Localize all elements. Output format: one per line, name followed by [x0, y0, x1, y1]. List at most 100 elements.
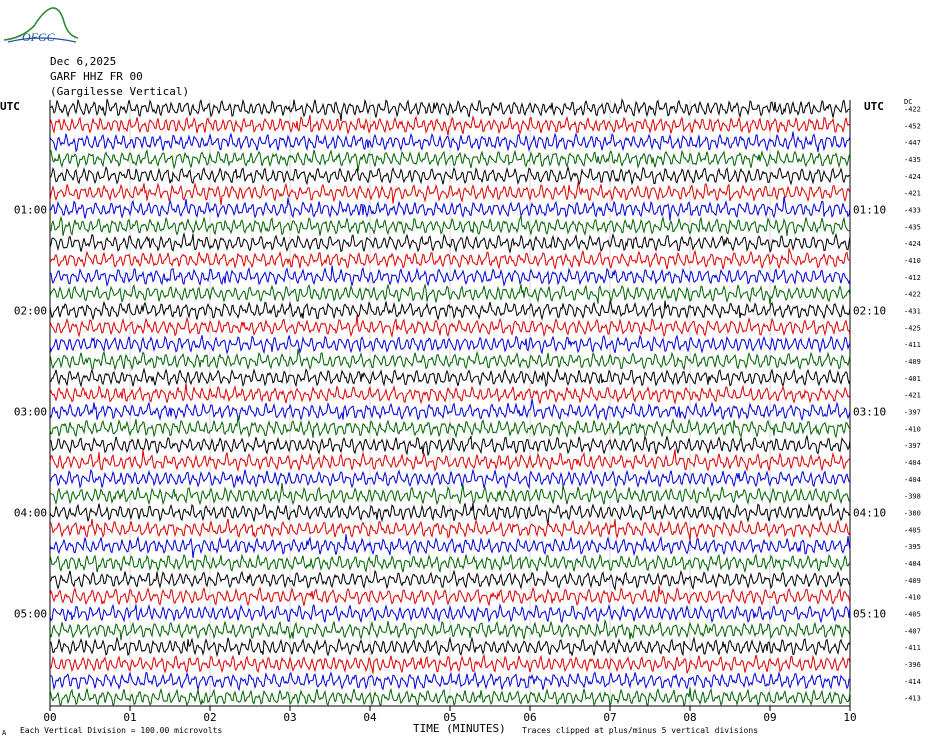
left-hour-label: 02:00 — [14, 304, 47, 317]
dc-offset-label: -435 — [904, 223, 921, 231]
dc-offset-label: -409 — [904, 358, 921, 366]
trace-line — [49, 482, 851, 506]
dc-offset-label: -405 — [904, 610, 921, 618]
trace-line — [49, 398, 851, 422]
scale-note: Each Vertical Division = 100.00 microvol… — [20, 726, 223, 735]
x-ticks: 00 01 02 03 04 05 06 07 08 09 10 — [43, 706, 857, 724]
location-label: (Gargilesse Vertical) — [50, 85, 190, 98]
trace-line — [49, 248, 850, 271]
dc-offset-label: -431 — [904, 307, 921, 315]
x-tick-label: 04 — [363, 711, 377, 724]
trace-line — [49, 534, 851, 559]
dc-offset-label: -414 — [904, 678, 921, 686]
dc-offset-label: -397 — [904, 442, 921, 450]
dc-offset-label: -411 — [904, 644, 921, 652]
trace-line — [49, 367, 851, 388]
dc-offset-label: -404 — [904, 476, 921, 484]
x-tick-label: 02 — [203, 711, 216, 724]
x-tick-label: 10 — [843, 711, 856, 724]
x-tick-label: 09 — [763, 711, 776, 724]
left-hour-label: 04:00 — [14, 506, 47, 519]
dc-offset-label: -424 — [904, 173, 921, 181]
x-tick-label: 01 — [123, 711, 136, 724]
trace-line — [49, 182, 851, 206]
dc-offset-label: -412 — [904, 274, 921, 282]
dc-offset-label: -396 — [904, 661, 921, 669]
trace-line — [49, 434, 851, 456]
left-hour-label: 03:00 — [14, 405, 47, 418]
dc-offset-label: -404 — [904, 459, 921, 467]
dc-offset-label: -405 — [904, 526, 921, 534]
dc-offset-label: -410 — [904, 594, 921, 602]
trace-line — [49, 585, 851, 607]
dc-offset-label: -409 — [904, 577, 921, 585]
trace-line — [49, 518, 851, 541]
dc-offset-label: -413 — [904, 695, 921, 703]
trace-line — [49, 415, 851, 439]
dc-offset-label: -421 — [904, 392, 921, 400]
dc-offset-label: -397 — [904, 408, 921, 416]
x-tick-label: 00 — [43, 711, 56, 724]
trace-line — [49, 165, 851, 186]
trace-line — [49, 300, 851, 321]
dc-column-label: DC — [904, 98, 913, 106]
ofgc-logo: OFGC — [3, 7, 79, 44]
dc-offset-label: -411 — [904, 341, 921, 349]
left-utc-label: UTC — [0, 100, 20, 113]
trace-line — [49, 231, 851, 255]
dc-offset-label: -395 — [904, 543, 921, 551]
traces — [49, 98, 851, 708]
left-hour-label: 01:00 — [14, 203, 47, 216]
trace-line — [49, 502, 851, 526]
trace-line — [49, 131, 851, 153]
trace-line — [49, 196, 851, 221]
dc-offset-label: -424 — [904, 240, 921, 248]
trace-line — [49, 98, 851, 122]
x-tick-label: 03 — [283, 711, 296, 724]
dc-offset-label: -447 — [904, 139, 921, 147]
x-tick-label: 06 — [523, 711, 536, 724]
date-label: Dec 6,2025 — [50, 55, 117, 68]
trace-line — [49, 283, 851, 305]
trace-line — [49, 687, 851, 708]
right-hour-label: 01:10 — [853, 203, 886, 216]
x-axis-label: TIME (MINUTES) — [413, 722, 506, 735]
logo-text: OFGC — [22, 30, 56, 44]
trace-line — [49, 348, 851, 371]
clip-note: Traces clipped at plus/minus 5 vertical … — [522, 726, 759, 735]
dc-offset-label: -398 — [904, 493, 921, 501]
right-utc-label: UTC — [864, 100, 884, 113]
trace-line — [49, 315, 851, 338]
dc-offset-label: -422 — [904, 291, 921, 299]
trace-line — [49, 636, 851, 658]
trace-line — [49, 149, 851, 172]
dc-offset-label: -452 — [904, 122, 921, 130]
trace-line — [49, 603, 851, 624]
trace-line — [49, 653, 851, 674]
right-hour-label: 04:10 — [853, 506, 886, 519]
dc-offset-label: -425 — [904, 324, 921, 332]
x-tick-label: 08 — [683, 711, 696, 724]
trace-line — [49, 569, 851, 592]
trace-line — [49, 382, 851, 405]
corner-mark: A — [2, 729, 7, 737]
x-tick-label: 07 — [603, 711, 616, 724]
dc-offset-label: -422 — [904, 105, 921, 113]
trace-line — [49, 618, 851, 641]
trace-line — [49, 265, 851, 288]
station-label: GARF HHZ FR 00 — [50, 70, 143, 83]
right-hour-labels: 01:10 02:10 03:10 04:10 05:10 — [853, 203, 886, 620]
left-hour-label: 05:00 — [14, 607, 47, 620]
trace-line — [49, 214, 851, 237]
trace-line — [49, 114, 851, 136]
trace-line — [49, 553, 851, 574]
dc-offset-label: -401 — [904, 375, 921, 383]
left-hour-labels: 01:00 02:00 03:00 04:00 05:00 — [14, 203, 47, 620]
dc-offset-label: -421 — [904, 190, 921, 198]
right-hour-label: 05:10 — [853, 607, 886, 620]
trace-line — [49, 468, 851, 490]
right-hour-label: 02:10 — [853, 304, 886, 317]
dc-offset-label: -435 — [904, 156, 921, 164]
trace-line — [49, 334, 851, 355]
